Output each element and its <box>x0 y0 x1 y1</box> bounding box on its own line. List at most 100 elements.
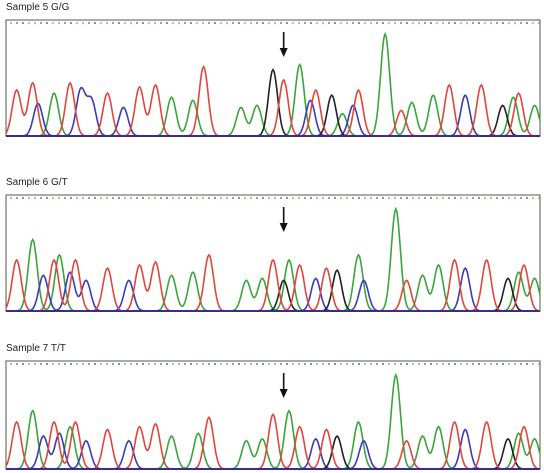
base-call-tick <box>358 197 360 199</box>
base-call-tick <box>484 197 486 199</box>
base-call-tick <box>226 22 228 24</box>
base-call-tick <box>538 197 540 199</box>
base-call-tick <box>82 363 84 365</box>
base-call-tick <box>334 22 336 24</box>
base-call-tick <box>232 363 234 365</box>
base-call-tick <box>388 363 390 365</box>
base-call-tick <box>142 363 144 365</box>
base-call-tick <box>40 363 42 365</box>
base-call-tick <box>112 197 114 199</box>
base-call-tick <box>196 363 198 365</box>
base-call-tick <box>412 197 414 199</box>
base-call-tick <box>142 197 144 199</box>
base-call-tick <box>370 197 372 199</box>
base-call-tick <box>394 197 396 199</box>
base-call-tick <box>58 363 60 365</box>
trace-c <box>6 86 540 137</box>
base-call-tick <box>256 197 258 199</box>
base-call-tick <box>532 22 534 24</box>
base-call-tick <box>46 363 48 365</box>
base-call-tick <box>118 197 120 199</box>
base-call-tick <box>346 363 348 365</box>
base-call-tick <box>442 363 444 365</box>
base-call-tick <box>136 363 138 365</box>
trace-a <box>6 31 541 137</box>
panel-label: Sample 7 T/T <box>6 343 66 354</box>
base-call-tick <box>322 197 324 199</box>
base-call-tick <box>526 197 528 199</box>
base-call-tick <box>130 197 132 199</box>
snp-arrow-icon <box>279 48 288 57</box>
base-call-tick <box>430 22 432 24</box>
base-call-tick <box>28 363 30 365</box>
base-call-tick <box>376 363 378 365</box>
base-call-tick <box>514 22 516 24</box>
base-call-tick <box>172 363 174 365</box>
base-call-tick <box>448 197 450 199</box>
base-call-tick <box>154 22 156 24</box>
base-call-tick <box>142 22 144 24</box>
base-call-tick <box>238 197 240 199</box>
base-call-tick <box>22 197 24 199</box>
base-call-tick <box>316 22 318 24</box>
base-call-tick <box>274 22 276 24</box>
base-call-tick <box>166 197 168 199</box>
base-call-tick <box>64 363 66 365</box>
base-call-tick <box>202 22 204 24</box>
base-call-tick <box>196 197 198 199</box>
base-call-tick <box>172 197 174 199</box>
base-call-tick <box>154 197 156 199</box>
base-call-tick <box>364 22 366 24</box>
base-call-tick <box>226 363 228 365</box>
base-call-tick <box>70 22 72 24</box>
chromatogram-sample-7 <box>5 360 541 470</box>
base-call-tick <box>262 197 264 199</box>
base-call-tick <box>400 22 402 24</box>
base-call-tick <box>76 22 78 24</box>
base-call-tick <box>370 22 372 24</box>
base-call-tick <box>238 363 240 365</box>
base-call-tick <box>472 363 474 365</box>
base-call-tick <box>88 363 90 365</box>
base-call-tick <box>460 197 462 199</box>
base-call-tick <box>88 197 90 199</box>
base-call-tick <box>160 22 162 24</box>
base-call-tick <box>292 22 294 24</box>
base-call-tick <box>10 22 12 24</box>
base-call-tick <box>244 197 246 199</box>
trace-t <box>5 64 540 137</box>
base-call-tick <box>160 363 162 365</box>
base-call-tick <box>418 363 420 365</box>
base-call-tick <box>358 22 360 24</box>
base-call-tick <box>64 197 66 199</box>
base-call-tick <box>382 363 384 365</box>
base-call-tick <box>460 22 462 24</box>
base-call-tick <box>52 22 54 24</box>
base-call-tick <box>16 22 18 24</box>
base-call-tick <box>34 197 36 199</box>
base-call-tick <box>250 197 252 199</box>
base-call-tick <box>166 22 168 24</box>
base-call-tick <box>46 22 48 24</box>
trace-g <box>6 68 540 137</box>
base-call-tick <box>130 363 132 365</box>
base-call-tick <box>40 22 42 24</box>
base-call-tick <box>328 22 330 24</box>
base-call-tick <box>538 363 540 365</box>
base-call-tick <box>16 363 18 365</box>
base-call-tick <box>232 197 234 199</box>
base-call-tick <box>220 22 222 24</box>
base-call-tick <box>178 22 180 24</box>
base-call-tick <box>298 22 300 24</box>
base-call-tick <box>424 197 426 199</box>
base-call-tick <box>532 197 534 199</box>
base-call-tick <box>340 363 342 365</box>
base-call-tick <box>76 363 78 365</box>
base-call-tick <box>280 22 282 24</box>
base-call-tick <box>526 363 528 365</box>
base-call-tick <box>322 363 324 365</box>
base-call-tick <box>208 197 210 199</box>
base-call-tick <box>184 197 186 199</box>
base-call-tick <box>520 22 522 24</box>
base-call-tick <box>148 363 150 365</box>
